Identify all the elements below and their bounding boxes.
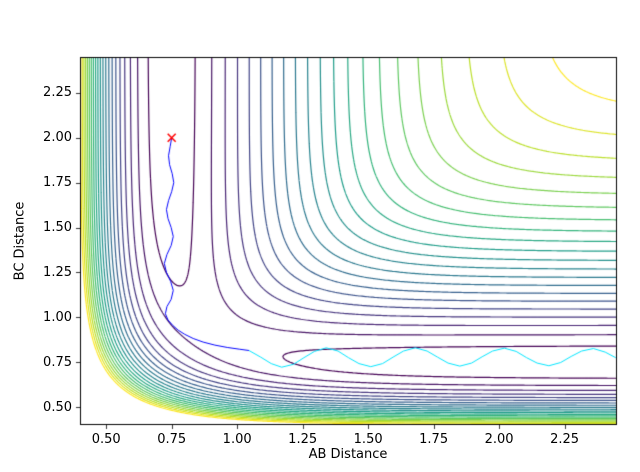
x-tick-label: 1.25 xyxy=(288,432,318,447)
x-tick-label: 2.25 xyxy=(550,432,580,447)
x-tick-label: 2.00 xyxy=(484,432,514,447)
y-tick-label: 1.75 xyxy=(43,175,72,191)
x-tick-label: 1.50 xyxy=(353,432,383,447)
y-tick-label: 2.00 xyxy=(43,130,72,146)
y-tick-label: 0.50 xyxy=(43,399,72,415)
y-tick-label: 2.25 xyxy=(43,85,72,101)
x-axis-label: AB Distance xyxy=(308,447,388,462)
y-tick-label: 0.75 xyxy=(43,354,72,370)
x-tick-label: 0.50 xyxy=(91,432,121,447)
y-tick-label: 1.00 xyxy=(43,309,72,325)
y-tick-label: 1.25 xyxy=(43,264,72,280)
y-tick-label: 1.50 xyxy=(43,220,72,236)
x-tick-label: 0.75 xyxy=(157,432,187,447)
x-tick-label: 1.00 xyxy=(222,432,252,447)
x-tick-label: 1.75 xyxy=(419,432,449,447)
